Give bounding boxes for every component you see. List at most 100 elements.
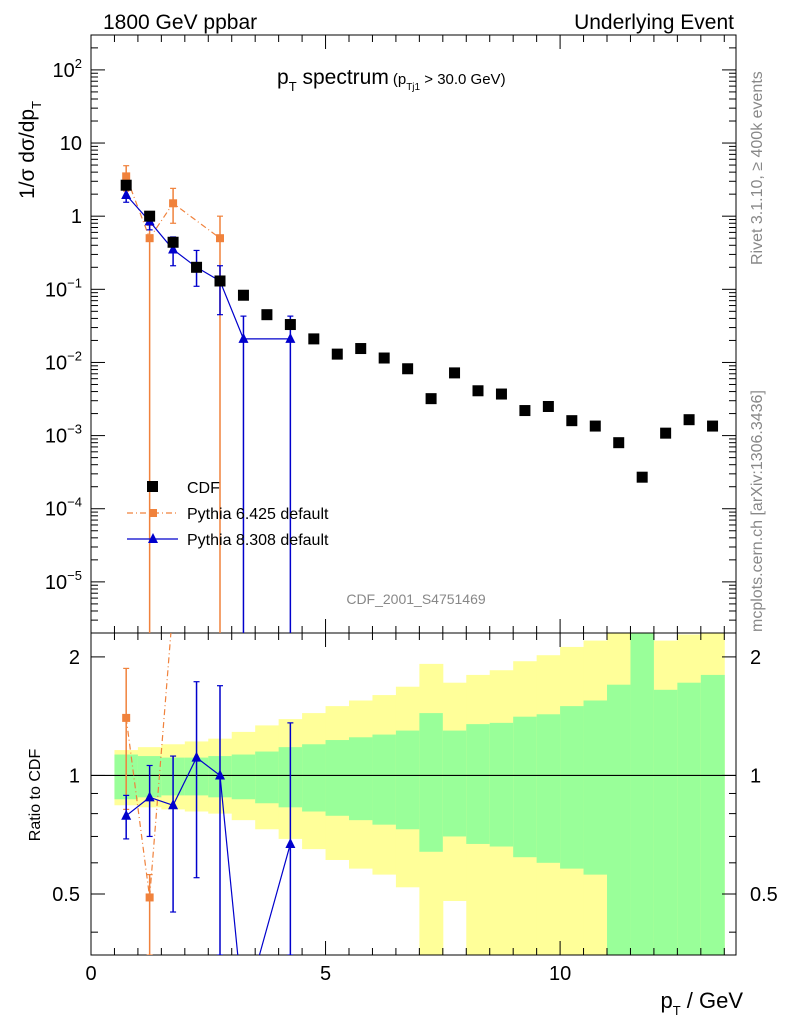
legend: CDF Pythia 6.425 default Pythia 8.308 de… xyxy=(127,480,329,549)
cdf-point xyxy=(519,405,531,417)
ratio-y-axis-label: Ratio to CDF xyxy=(27,749,44,842)
y-tick-label: 1 xyxy=(71,206,82,228)
ratio-y-tick-label-right: 2 xyxy=(750,647,761,669)
pythia8-point xyxy=(285,332,296,343)
green-band-bin xyxy=(302,744,327,812)
ratio-y-tick-label-right: 0.5 xyxy=(750,884,778,906)
ratio-uncertainty-bands xyxy=(91,633,736,955)
main-plot-marks xyxy=(120,165,719,633)
green-band-bin xyxy=(231,754,256,800)
ratio-pythia8-point xyxy=(121,809,132,820)
axes-ticks: 0 5 10 102 10 1 10−1 10−2 10−3 10−4 10−5 2 2 1 1 0.5 0.5 xyxy=(45,34,778,985)
cdf-point xyxy=(308,333,320,345)
ratio-y-tick-label: 0.5 xyxy=(52,884,80,906)
green-band-bin xyxy=(325,740,350,816)
main-y-axis-label: 1/σ dσ/dpT xyxy=(16,101,44,199)
green-band-bin xyxy=(489,722,514,847)
legend-pythia8-marker xyxy=(148,533,158,543)
cdf-point xyxy=(355,343,367,355)
green-band-bin xyxy=(700,674,725,955)
cdf-point xyxy=(707,420,719,432)
green-band-bin xyxy=(372,734,397,825)
green-band-bin xyxy=(583,700,608,875)
x-tick-label: 5 xyxy=(320,963,331,985)
ratio-pythia8-point xyxy=(238,1007,248,1017)
y-tick-label: 10−5 xyxy=(45,568,82,594)
x-axis-label: pT / GeV xyxy=(660,988,743,1018)
y-tick-label: 10−1 xyxy=(45,275,82,301)
x-tick-label: 0 xyxy=(85,963,96,985)
cdf-point xyxy=(542,400,554,412)
header-left: 1800 GeV ppbar xyxy=(103,11,257,34)
pythia8-point xyxy=(168,243,179,254)
legend-pythia8-label: Pythia 8.308 default xyxy=(187,532,329,549)
cdf-point xyxy=(566,415,578,427)
y-tick-label: 10−2 xyxy=(45,348,82,374)
cdf-point xyxy=(636,471,648,483)
green-band-bin xyxy=(630,633,655,955)
x-tick-label: 10 xyxy=(549,963,571,985)
cdf-point xyxy=(589,420,601,432)
ratio-pythia6-point xyxy=(122,713,131,722)
header-right: Underlying Event xyxy=(574,11,734,34)
green-band-bin xyxy=(349,737,373,821)
pythia8-point xyxy=(121,188,132,199)
cdf-point xyxy=(144,210,156,222)
cdf-point xyxy=(237,289,249,301)
plot-title: pT spectrum (pTj1 > 30.0 GeV) xyxy=(277,66,506,94)
y-tick-label: 10−4 xyxy=(45,495,82,521)
mcplots-reference-text: mcplots.cern.ch [arXiv:1306.3436] xyxy=(749,390,766,632)
analysis-id: CDF_2001_S4751469 xyxy=(346,591,486,607)
pythia6-line xyxy=(125,176,221,240)
y-tick-label: 10 xyxy=(60,133,82,155)
cdf-point xyxy=(120,179,132,191)
legend-pythia6-label: Pythia 6.425 default xyxy=(187,506,329,523)
pythia6-point xyxy=(122,172,131,181)
legend-pythia6-marker xyxy=(149,509,157,517)
ratio-pythia6-point xyxy=(169,602,177,610)
cdf-point xyxy=(261,309,273,321)
ratio-pythia8-point xyxy=(191,751,202,762)
ratio-y-tick-label: 2 xyxy=(69,647,80,669)
ratio-pythia8-point xyxy=(215,769,225,780)
green-band-bin xyxy=(419,713,444,852)
ratio-plot-marks xyxy=(121,602,296,1017)
y-tick-label: 10−3 xyxy=(45,422,82,448)
cdf-point xyxy=(425,393,437,405)
cdf-point xyxy=(495,388,507,400)
green-band-bin xyxy=(536,714,561,863)
cdf-point xyxy=(683,414,695,426)
cdf-point xyxy=(167,236,179,248)
cdf-point xyxy=(613,437,625,449)
cdf-point xyxy=(449,367,461,379)
cdf-point xyxy=(214,275,226,287)
ratio-pythia6-point xyxy=(145,893,154,902)
cdf-point xyxy=(660,427,672,439)
pythia8-point xyxy=(238,332,249,343)
green-band-bin xyxy=(395,730,420,830)
cdf-point xyxy=(284,319,296,331)
cdf-point xyxy=(378,352,390,364)
pythia6-point xyxy=(169,199,178,208)
pythia6-point xyxy=(216,234,224,243)
green-band-bin xyxy=(513,716,538,858)
green-band-bin xyxy=(560,706,585,869)
legend-cdf-label: CDF xyxy=(187,480,220,497)
ratio-pythia8-point xyxy=(144,791,155,802)
ratio-pythia8-point xyxy=(168,799,179,810)
cdf-point xyxy=(331,348,343,360)
green-band-bin xyxy=(607,684,631,955)
green-band-bin xyxy=(653,689,678,955)
y-tick-label: 102 xyxy=(53,56,82,82)
ratio-pythia8-point xyxy=(285,837,296,848)
green-band-bin xyxy=(677,682,702,955)
ratio-y-tick-label: 1 xyxy=(69,765,80,787)
green-band-bin xyxy=(255,751,280,804)
green-band-bin xyxy=(466,724,491,844)
rivet-version-text: Rivet 3.1.10, ≥ 400k events xyxy=(749,71,766,265)
cdf-point xyxy=(191,261,203,273)
ratio-y-tick-label-right: 1 xyxy=(750,765,761,787)
green-band-bin xyxy=(442,730,467,837)
cdf-point xyxy=(402,363,414,375)
